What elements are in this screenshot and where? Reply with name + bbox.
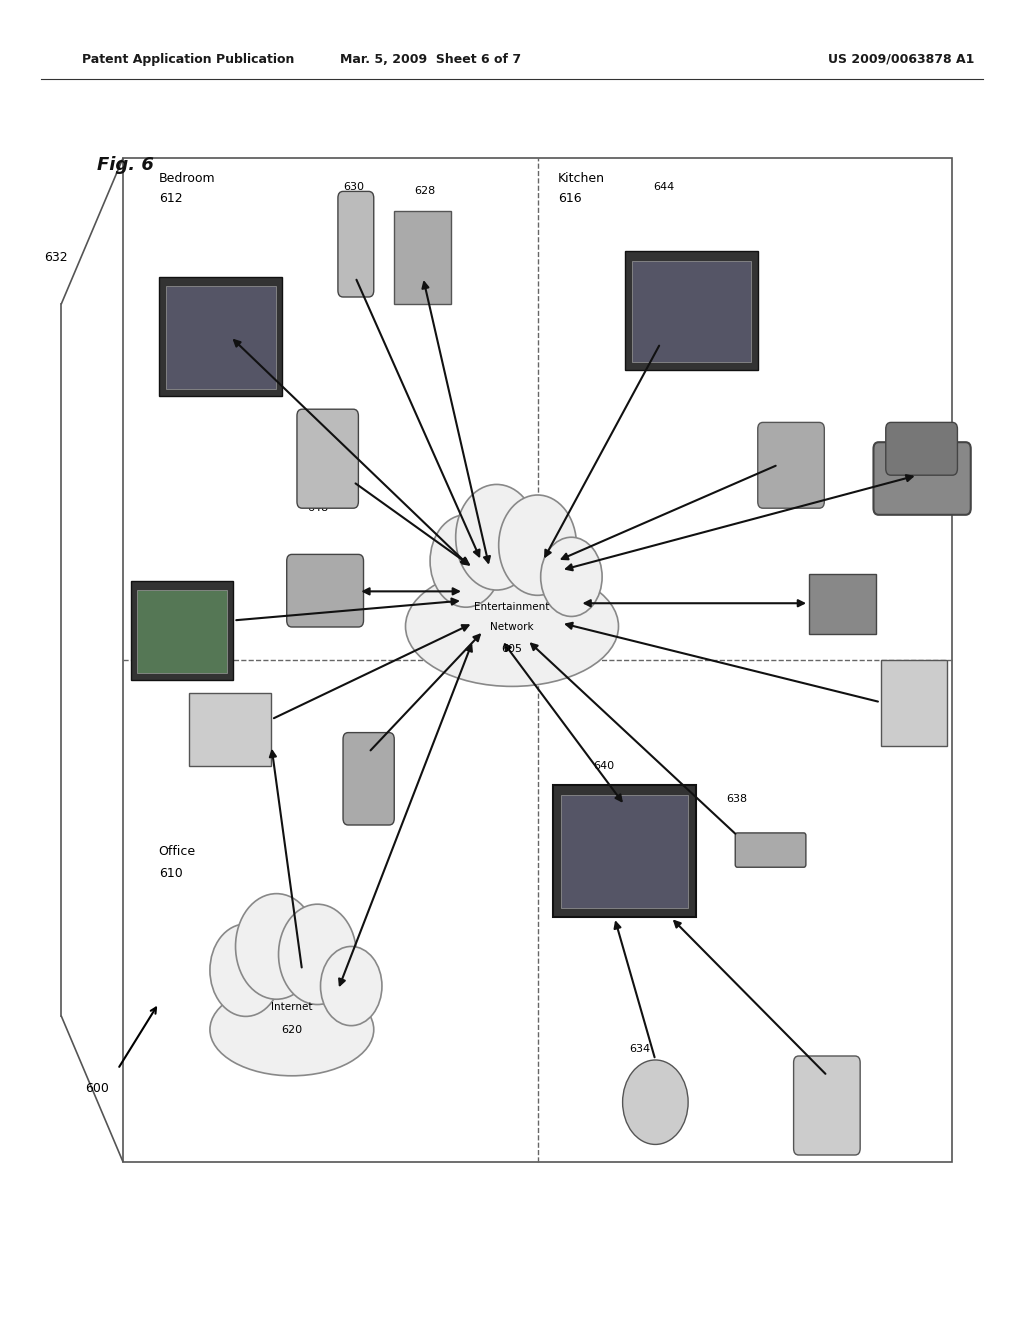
Text: 612: 612: [159, 191, 182, 205]
Text: 644: 644: [653, 182, 674, 193]
FancyBboxPatch shape: [886, 422, 957, 475]
Text: Room: Room: [558, 867, 594, 880]
Text: 640: 640: [594, 760, 614, 771]
Text: Bedroom: Bedroom: [159, 172, 215, 185]
FancyBboxPatch shape: [394, 211, 451, 304]
Text: Mar. 5, 2009  Sheet 6 of 7: Mar. 5, 2009 Sheet 6 of 7: [340, 53, 520, 66]
Text: Living: Living: [558, 845, 595, 858]
FancyBboxPatch shape: [287, 554, 364, 627]
FancyBboxPatch shape: [735, 833, 806, 867]
Text: 636: 636: [814, 1097, 835, 1107]
FancyBboxPatch shape: [159, 277, 282, 396]
Text: Network: Network: [490, 622, 534, 632]
Circle shape: [541, 537, 602, 616]
Circle shape: [623, 1060, 688, 1144]
Text: Kitchen: Kitchen: [558, 172, 605, 185]
Text: 610: 610: [159, 867, 182, 880]
Circle shape: [279, 904, 356, 1005]
FancyBboxPatch shape: [758, 422, 824, 508]
FancyBboxPatch shape: [338, 191, 374, 297]
Text: 646: 646: [323, 569, 343, 579]
Circle shape: [499, 495, 577, 595]
Text: 628: 628: [415, 186, 435, 197]
Text: 626: 626: [159, 628, 179, 639]
Text: 600: 600: [85, 1082, 110, 1096]
Text: 638: 638: [727, 793, 748, 804]
FancyBboxPatch shape: [794, 1056, 860, 1155]
Circle shape: [456, 484, 538, 590]
Text: 648: 648: [307, 503, 328, 513]
Text: 630: 630: [343, 182, 364, 193]
FancyBboxPatch shape: [873, 442, 971, 515]
Text: 624: 624: [230, 714, 251, 725]
FancyBboxPatch shape: [137, 590, 227, 673]
Text: Internet: Internet: [271, 1002, 312, 1012]
Text: Patent Application Publication: Patent Application Publication: [82, 53, 294, 66]
Circle shape: [236, 894, 317, 999]
Circle shape: [430, 515, 502, 607]
FancyBboxPatch shape: [343, 733, 394, 825]
Text: 652: 652: [778, 463, 799, 474]
Text: US 2009/0063878 A1: US 2009/0063878 A1: [828, 53, 974, 66]
FancyBboxPatch shape: [166, 286, 276, 389]
FancyBboxPatch shape: [189, 693, 271, 766]
Circle shape: [321, 946, 382, 1026]
Circle shape: [210, 924, 282, 1016]
FancyBboxPatch shape: [632, 261, 751, 362]
FancyBboxPatch shape: [553, 785, 696, 917]
FancyBboxPatch shape: [131, 581, 233, 680]
Text: 616: 616: [558, 191, 582, 205]
Text: 620: 620: [282, 1024, 302, 1035]
Text: 650: 650: [829, 595, 850, 606]
Text: 642: 642: [891, 688, 911, 698]
Text: 654: 654: [911, 446, 932, 457]
FancyBboxPatch shape: [809, 574, 876, 634]
Text: 634: 634: [630, 1044, 650, 1055]
Text: 622: 622: [358, 774, 379, 784]
Text: Office: Office: [159, 845, 196, 858]
FancyBboxPatch shape: [561, 795, 688, 908]
Ellipse shape: [406, 566, 618, 686]
FancyBboxPatch shape: [881, 660, 947, 746]
Text: 614: 614: [558, 888, 582, 902]
Ellipse shape: [210, 983, 374, 1076]
FancyBboxPatch shape: [297, 409, 358, 508]
Text: Fig. 6: Fig. 6: [97, 156, 155, 174]
Text: Entertainment: Entertainment: [474, 602, 550, 612]
Text: 632: 632: [44, 251, 69, 264]
FancyBboxPatch shape: [625, 251, 758, 370]
Text: 605: 605: [502, 644, 522, 655]
